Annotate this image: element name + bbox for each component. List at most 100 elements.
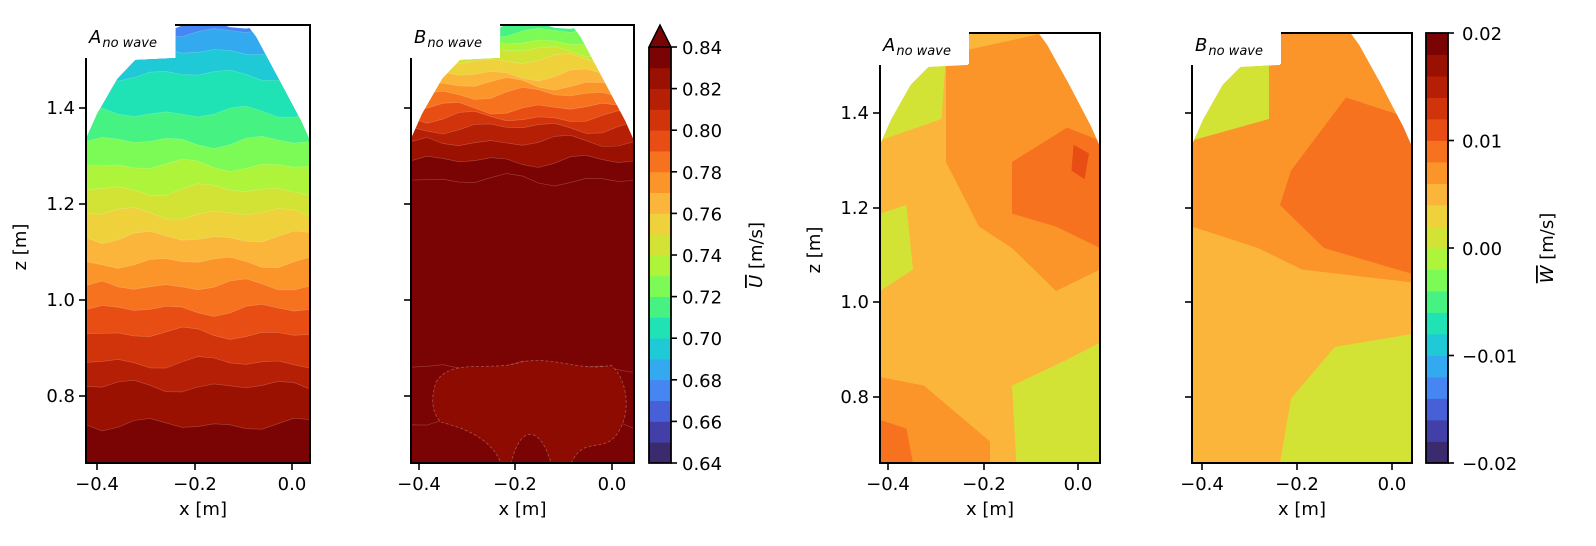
x-tick-label: −0.4 bbox=[397, 474, 441, 495]
panel-title: Ano wave bbox=[83, 21, 175, 57]
contour-region bbox=[86, 25, 310, 463]
contour-band bbox=[1280, 97, 1412, 274]
colorbar-tick-label: 0.80 bbox=[682, 121, 722, 142]
colorbar-level bbox=[649, 421, 671, 443]
contour-region bbox=[880, 33, 1100, 463]
colorbar-level bbox=[1426, 162, 1448, 184]
title-subscript: no wave bbox=[1208, 44, 1263, 59]
contour-band bbox=[432, 360, 627, 463]
contour-band bbox=[1012, 342, 1100, 463]
colorbar-level bbox=[1426, 312, 1448, 335]
y-tick-label: 1.2 bbox=[46, 194, 75, 215]
y-tick-label: 1.0 bbox=[840, 292, 869, 313]
colorbar-level bbox=[1426, 269, 1448, 292]
panel-title: Bno wave bbox=[408, 21, 500, 57]
colorbar-level bbox=[1426, 226, 1448, 249]
colorbar-level bbox=[1426, 97, 1448, 120]
contour-fill bbox=[411, 25, 634, 463]
colorbar-tick-label: 0.70 bbox=[682, 329, 722, 350]
colorbar-level bbox=[649, 192, 671, 214]
colorbar-w: −0.02 −0.01 0.00 0.01 0.02 W [m/s] bbox=[1425, 24, 1558, 475]
title-box bbox=[408, 21, 500, 57]
colorbar-tick-label: −0.02 bbox=[1462, 454, 1517, 475]
axis-ticks: −0.4 −0.2 0.0 x [m] bbox=[1180, 112, 1407, 520]
colorbar-label-symbol: U bbox=[746, 275, 767, 288]
colorbar-level bbox=[649, 317, 671, 339]
title-letter: A bbox=[88, 27, 101, 48]
contour-region bbox=[411, 25, 634, 463]
colorbar-level bbox=[1426, 377, 1448, 399]
y-axis-label: z [m] bbox=[10, 224, 31, 271]
colorbar-level bbox=[649, 379, 671, 401]
colorbar-level bbox=[1426, 355, 1448, 378]
contour-band bbox=[86, 417, 310, 463]
colorbar-u: 0.64 0.66 0.68 0.70 0.72 0.74 0.76 0.78 0.80 0.82… bbox=[647, 23, 767, 475]
x-tick-label: 0.0 bbox=[1064, 474, 1093, 495]
colorbar-label: W [m/s] bbox=[1537, 213, 1558, 284]
colorbar-label-unit: [m/s] bbox=[1537, 213, 1558, 266]
colorbar-level bbox=[1426, 291, 1448, 313]
x-tick-label: 0.0 bbox=[598, 474, 627, 495]
title-letter: B bbox=[414, 27, 426, 48]
colorbar-level bbox=[1426, 54, 1448, 77]
x-tick-label: −0.2 bbox=[493, 474, 537, 495]
colorbar-level bbox=[649, 296, 671, 318]
colorbar-tick-label: 0.01 bbox=[1462, 132, 1502, 153]
axes-frame bbox=[410, 24, 635, 464]
y-tick-label: 1.4 bbox=[46, 98, 75, 119]
x-tick-label: 0.0 bbox=[278, 474, 307, 495]
colorbar-level bbox=[649, 400, 671, 422]
colorbar-level bbox=[1426, 398, 1448, 421]
x-axis-label: x [m] bbox=[1278, 499, 1326, 520]
colorbar-level bbox=[649, 275, 671, 297]
panel-title-text: Ano wave bbox=[88, 27, 157, 51]
panel-title-text: Ano wave bbox=[882, 35, 951, 59]
panel-title-text: Bno wave bbox=[414, 27, 482, 51]
x-axis-label: x [m] bbox=[966, 499, 1014, 520]
title-letter: B bbox=[1195, 35, 1207, 56]
colorbar-level bbox=[649, 171, 671, 193]
y-tick-label: 0.8 bbox=[840, 387, 869, 408]
colorbar-level bbox=[1426, 420, 1448, 442]
colorbar-level bbox=[649, 255, 671, 277]
title-box bbox=[877, 29, 969, 64]
contour-band bbox=[1071, 144, 1089, 180]
title-subscript: no wave bbox=[102, 36, 157, 51]
y-tick-label: 1.0 bbox=[46, 290, 75, 311]
colorbar-label-symbol: W bbox=[1537, 264, 1558, 283]
colorbar-tick-label: 0.82 bbox=[682, 80, 722, 101]
title-box bbox=[83, 21, 175, 57]
colorbar-level bbox=[649, 234, 671, 256]
title-subscript: no wave bbox=[427, 36, 482, 51]
x-tick-label: 0.0 bbox=[1378, 474, 1407, 495]
panel-title: Bno wave bbox=[1189, 29, 1281, 64]
colorbar-tick-label: 0.00 bbox=[1462, 239, 1502, 260]
panel-a-velocity-w: Ano wave −0.4 −0.2 0.0 x [m] 0.8 1.0 1.2 1.4 z [… bbox=[804, 29, 1101, 520]
panel-b-velocity-w: Bno wave −0.4 −0.2 0.0 x [m] bbox=[1180, 29, 1413, 520]
y-tick-label: 1.4 bbox=[840, 103, 869, 124]
colorbar-label: U [m/s] bbox=[746, 222, 767, 288]
colorbar-label-unit: [m/s] bbox=[746, 222, 767, 275]
contour-fill bbox=[86, 25, 310, 463]
colorbar-tick-label: 0.84 bbox=[682, 38, 722, 59]
panel-title-text: Bno wave bbox=[1195, 35, 1263, 59]
x-tick-label: −0.2 bbox=[1275, 474, 1319, 495]
colorbar-level bbox=[1426, 183, 1448, 206]
colorbar-level bbox=[649, 109, 671, 131]
colorbar-tick-label: 0.68 bbox=[682, 371, 722, 392]
colorbar-level bbox=[649, 47, 671, 69]
colorbar-extend-triangle bbox=[647, 23, 673, 48]
x-tick-label: −0.2 bbox=[173, 474, 217, 495]
contour-band bbox=[1328, 377, 1412, 463]
colorbar-level bbox=[1426, 334, 1448, 356]
x-tick-label: −0.4 bbox=[75, 474, 119, 495]
colorbar-level bbox=[649, 88, 671, 110]
colorbar-level bbox=[1426, 76, 1448, 98]
colorbar-level bbox=[1426, 119, 1448, 141]
axis-ticks: −0.4 −0.2 0.0 x [m] bbox=[397, 107, 627, 520]
axis-ticks: −0.4 −0.2 0.0 x [m] 0.8 1.0 1.2 1.4 z [m] bbox=[10, 98, 306, 520]
colorbar-tick-label: 0.76 bbox=[682, 204, 722, 225]
contour-fill bbox=[1192, 33, 1412, 463]
colorbar-tick-label: 0.78 bbox=[682, 163, 722, 184]
